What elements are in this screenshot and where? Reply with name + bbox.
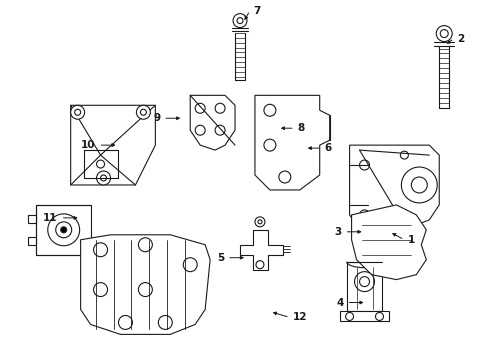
- Circle shape: [71, 105, 84, 119]
- Bar: [83, 150, 118, 178]
- Polygon shape: [351, 205, 426, 280]
- Text: 1: 1: [407, 235, 414, 245]
- Text: 10: 10: [81, 140, 95, 150]
- Circle shape: [61, 227, 66, 233]
- Polygon shape: [81, 235, 210, 334]
- Bar: [349, 165, 367, 205]
- Circle shape: [354, 272, 374, 292]
- Circle shape: [48, 214, 80, 246]
- Polygon shape: [254, 95, 329, 190]
- Text: 3: 3: [334, 227, 341, 237]
- Bar: [36, 205, 90, 255]
- Text: 11: 11: [43, 213, 58, 223]
- Text: 5: 5: [216, 253, 224, 263]
- Text: 2: 2: [456, 33, 464, 44]
- Bar: [339, 311, 388, 321]
- Polygon shape: [190, 95, 235, 150]
- Circle shape: [254, 217, 264, 227]
- Circle shape: [264, 120, 279, 136]
- Bar: [319, 115, 329, 140]
- Circle shape: [96, 171, 110, 185]
- Polygon shape: [71, 105, 155, 185]
- Circle shape: [233, 14, 246, 28]
- Bar: [83, 150, 118, 178]
- Bar: [346, 262, 382, 311]
- Bar: [28, 215, 36, 223]
- Text: 12: 12: [292, 312, 306, 323]
- Text: 6: 6: [324, 143, 331, 153]
- Circle shape: [401, 167, 436, 203]
- Circle shape: [136, 105, 150, 119]
- Text: 8: 8: [297, 123, 305, 133]
- Bar: [28, 237, 36, 245]
- Polygon shape: [349, 145, 438, 235]
- Text: 7: 7: [252, 6, 260, 15]
- Circle shape: [435, 26, 451, 41]
- Text: 4: 4: [336, 297, 343, 307]
- Text: 9: 9: [153, 113, 160, 123]
- Polygon shape: [240, 230, 282, 270]
